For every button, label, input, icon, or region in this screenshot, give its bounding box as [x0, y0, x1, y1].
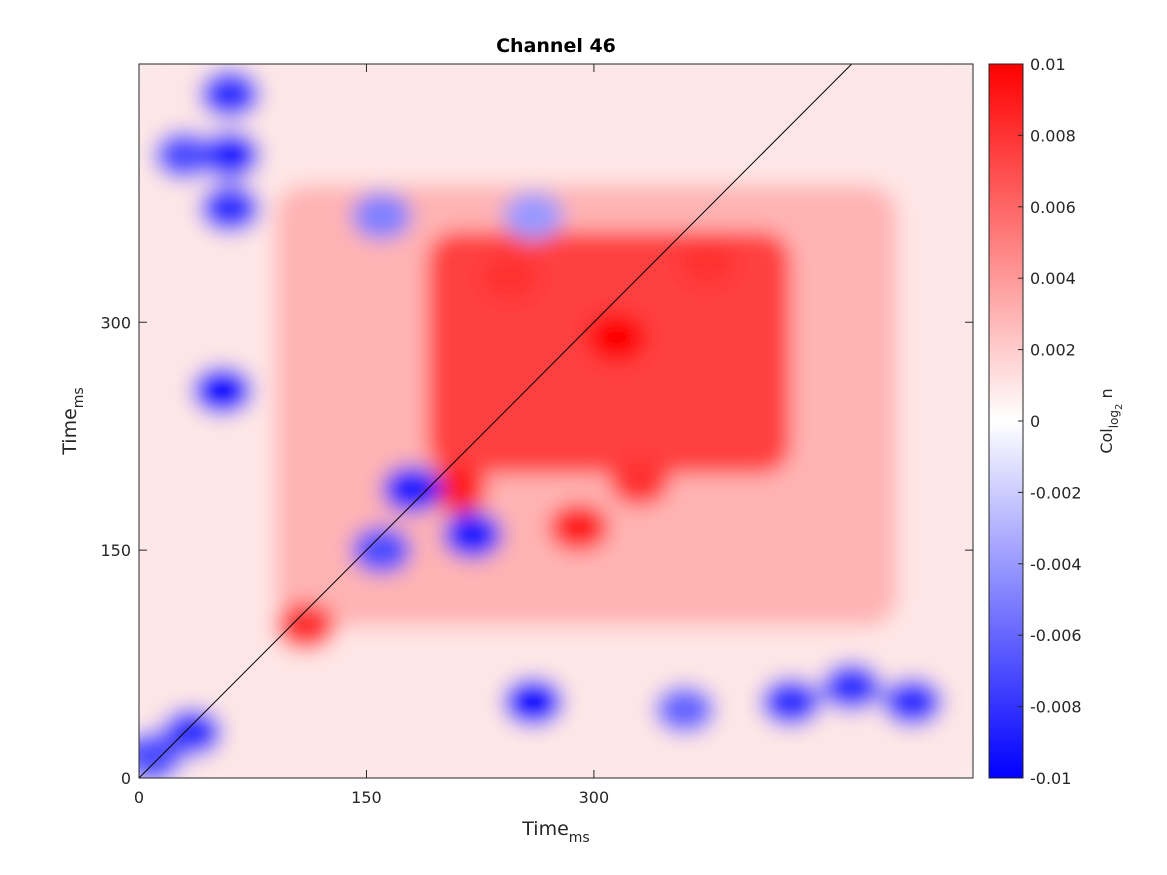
- x-axis-label-sub: ms: [569, 830, 590, 846]
- heatmap-hotspot: [882, 678, 943, 727]
- colorbar-tick-label: -0.008: [1030, 698, 1082, 717]
- heatmap-hotspot: [677, 237, 738, 286]
- heatmap-hotspot: [503, 678, 564, 727]
- colorbar-ticks: 0.01 0.008 0.006 0.004 0.002 0 -0.002 -0.004 -0.…: [1018, 55, 1082, 788]
- heatmap-hotspot: [548, 503, 609, 552]
- x-tick-label: 300: [579, 788, 610, 807]
- colorbar-tick-label: -0.002: [1030, 483, 1082, 502]
- colorbar-bar: [988, 63, 1024, 779]
- colorbar-tick-label: 0.008: [1030, 126, 1076, 145]
- y-axis-label-sub: ms: [71, 387, 87, 408]
- y-axis-label: Timems: [59, 387, 87, 455]
- heatmap-hotspot: [427, 465, 488, 514]
- colorbar-tick-label: -0.004: [1030, 555, 1082, 574]
- heatmap-hotspot: [480, 252, 541, 301]
- x-tick-label: 0: [134, 788, 144, 807]
- x-axis-label-main: Time: [521, 818, 569, 840]
- y-tick-label: 300: [100, 313, 131, 332]
- heatmap-hotspot: [351, 526, 412, 575]
- x-axis-label: Timems: [521, 818, 589, 846]
- y-axis-label-main: Time: [59, 408, 81, 456]
- heatmap-hotspot: [199, 131, 260, 180]
- heatmap-hotspot: [654, 685, 715, 734]
- colorbar-label-main: Col: [1097, 428, 1116, 453]
- heatmap-hotspot: [442, 510, 503, 559]
- heatmap-hotspot: [154, 131, 215, 180]
- colorbar-label: Collog2 n: [1097, 388, 1125, 453]
- colorbar-tick-label: -0.01: [1030, 769, 1071, 788]
- heatmap-layer: [139, 64, 973, 778]
- colorbar-tick-label: 0: [1030, 412, 1040, 431]
- plot-frame: [138, 63, 974, 779]
- y-tick-label: 150: [100, 541, 131, 560]
- heatmap-hotspot: [192, 366, 253, 415]
- x-axis-ticks: 0 150 300: [134, 64, 609, 807]
- heatmap-hotspot: [381, 465, 442, 514]
- heatmap-hotspot: [275, 602, 336, 651]
- heatmap-hotspot: [821, 662, 882, 711]
- heatmap-hotspot: [139, 731, 185, 778]
- y-axis-ticks: 0 150 300: [100, 313, 973, 788]
- heatmap-hotspot: [503, 191, 564, 240]
- heatmap-hotspot: [761, 678, 822, 727]
- colorbar-label-subsub: 2: [1114, 404, 1125, 410]
- colorbar-label-suffix: n: [1097, 388, 1116, 403]
- plot-area: [139, 64, 973, 778]
- heatmap-hotspot: [609, 457, 670, 506]
- colorbar-tick-label: 0.006: [1030, 198, 1076, 217]
- colorbar-tick-label: 0.01: [1030, 55, 1066, 74]
- heatmap-hotspot: [586, 313, 647, 362]
- heatmap-hotspot: [199, 70, 260, 119]
- chart-title: Channel 46: [496, 35, 616, 57]
- colorbar-tick-label: 0.002: [1030, 341, 1076, 360]
- diagonal-line: [139, 64, 853, 778]
- heatmap-hotspot: [199, 184, 260, 233]
- colorbar: 0.01 0.008 0.006 0.004 0.002 0 -0.002 -0.004 -0.…: [988, 55, 1125, 788]
- y-tick-label: 0: [121, 769, 131, 788]
- heatmap-hotspot: [351, 191, 412, 240]
- x-tick-label: 150: [351, 788, 382, 807]
- colorbar-tick-label: -0.006: [1030, 626, 1082, 645]
- colorbar-tick-label: 0.004: [1030, 269, 1076, 288]
- colorbar-label-sub: log: [1107, 410, 1121, 428]
